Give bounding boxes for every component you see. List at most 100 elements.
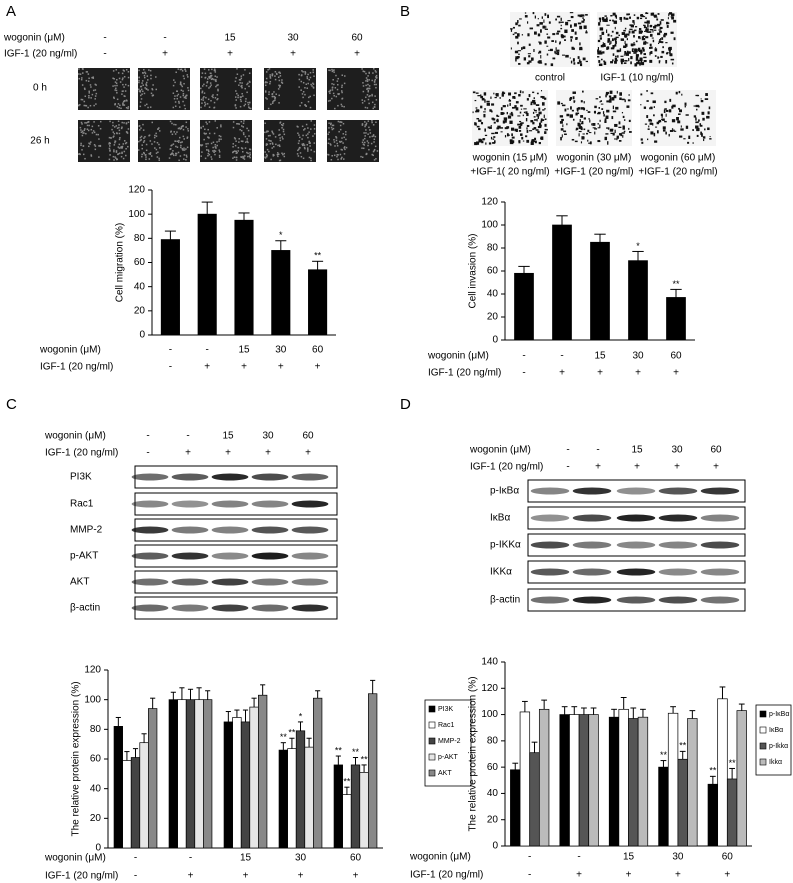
y-tick-label: 120: [128, 185, 145, 196]
cell-speck: [598, 60, 601, 63]
cell-speck: [141, 80, 144, 82]
cell-speck: [519, 90, 522, 94]
significance: *: [279, 230, 283, 240]
bar: [249, 706, 259, 849]
cell-speck: [88, 92, 91, 94]
cell-speck: [700, 131, 702, 135]
cell-speck: [236, 152, 238, 154]
cell-speck: [207, 128, 209, 131]
cell-speck: [185, 70, 187, 72]
cell-speck: [300, 155, 303, 158]
cell-speck: [283, 152, 286, 155]
cell-speck: [244, 69, 246, 71]
cell-speck: [204, 103, 207, 106]
cell-speck: [489, 110, 493, 112]
cell-speck: [269, 80, 272, 83]
bar: [559, 714, 570, 847]
cell-speck: [265, 144, 268, 146]
cell-speck: [640, 93, 643, 96]
bar: [350, 764, 361, 849]
cell-speck: [203, 83, 205, 86]
cell-speck: [310, 157, 312, 160]
cell-speck: [654, 126, 658, 128]
cell-speck: [345, 146, 348, 149]
cell-speck: [504, 119, 507, 123]
cell-speck: [518, 140, 521, 144]
cell-speck: [512, 26, 515, 29]
cell-speck: [180, 82, 182, 84]
cell-speck: [119, 104, 121, 107]
cell-speck: [695, 94, 698, 97]
cell-speck: [174, 101, 177, 103]
cell-speck: [538, 107, 541, 111]
legend-label: p-Ikkα: [769, 743, 788, 750]
cell-speck: [606, 24, 610, 26]
treatment-value: +: [278, 362, 284, 373]
error-bar: [620, 696, 627, 710]
cell-speck: [183, 138, 185, 140]
panel-label: B: [400, 3, 410, 20]
cell-speck: [205, 85, 208, 87]
cell-speck: [575, 112, 580, 115]
cell-speck: [367, 144, 369, 147]
bar: [232, 717, 242, 849]
significance: **: [729, 758, 737, 768]
treatment-label: wogonin (μM): [427, 351, 489, 362]
blot-band: [131, 526, 169, 534]
cell-speck: [90, 128, 93, 131]
cell-speck: [560, 24, 562, 27]
cell-speck: [304, 147, 306, 150]
cell-speck: [208, 69, 210, 71]
cell-speck: [80, 142, 82, 145]
cell-speck: [282, 128, 285, 131]
cell-speck: [183, 77, 185, 80]
cell-speck: [605, 91, 609, 94]
cell-speck: [147, 79, 149, 81]
cell-speck: [120, 127, 123, 130]
cell-speck: [360, 155, 362, 158]
cell-speck: [599, 27, 604, 31]
cell-speck: [125, 147, 127, 150]
cell-speck: [335, 139, 338, 142]
error-bar: [187, 688, 194, 700]
treatment-value: +: [162, 49, 168, 60]
cell-speck: [240, 147, 243, 149]
cell-speck: [299, 104, 301, 107]
cell-speck: [115, 125, 118, 127]
cell-speck: [520, 134, 522, 136]
treatment-value: -: [134, 871, 137, 882]
bar: [658, 766, 669, 847]
cell-speck: [339, 153, 342, 156]
cell-speck: [523, 111, 526, 114]
cell-speck: [239, 82, 241, 84]
cell-speck: [308, 156, 311, 159]
cell-speck: [244, 100, 247, 103]
cell-speck: [265, 143, 268, 145]
blot-band: [658, 487, 698, 495]
error-bar: [196, 687, 202, 700]
cell-speck: [337, 120, 340, 123]
cell-speck: [560, 121, 563, 123]
cell-speck: [248, 135, 250, 137]
cell-speck: [520, 104, 523, 107]
cell-speck: [329, 92, 331, 95]
cell-speck: [111, 128, 113, 131]
cell-speck: [581, 136, 585, 140]
cell-speck: [94, 98, 96, 100]
blot-band: [700, 487, 740, 495]
bar: [234, 219, 254, 336]
cell-speck: [180, 146, 182, 149]
cell-speck: [146, 75, 149, 77]
significance: **: [709, 766, 717, 776]
cell-speck: [235, 150, 237, 153]
cell-speck: [93, 104, 95, 107]
cell-speck: [217, 98, 219, 100]
cell-speck: [695, 104, 699, 108]
cell-speck: [369, 136, 371, 138]
bar: [113, 726, 123, 849]
cell-speck: [297, 155, 300, 157]
cell-speck: [240, 77, 243, 80]
cell-speck: [653, 114, 655, 117]
cell-speck: [645, 29, 648, 33]
cell-speck: [514, 105, 517, 109]
